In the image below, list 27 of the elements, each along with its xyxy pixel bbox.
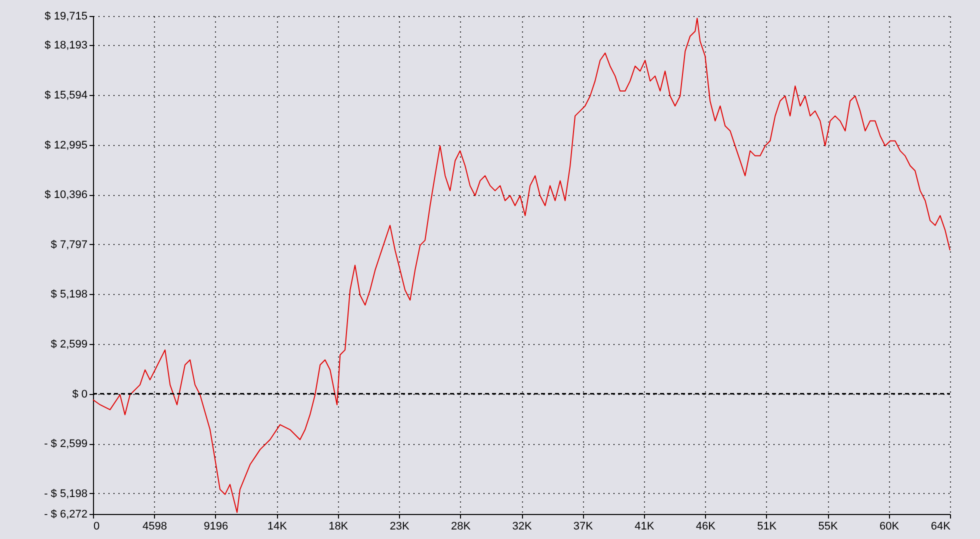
y-tick-label: $ 10,396 <box>44 189 88 202</box>
y-tick-label: $ 19,715 <box>44 10 88 22</box>
x-tick-label: 60K <box>879 520 900 532</box>
y-tick-label: - $ 5,198 <box>44 488 88 500</box>
y-tick-label: $ 15,594 <box>44 89 88 102</box>
y-tick-label: $ 5,198 <box>50 288 88 301</box>
x-tick-label: 32K <box>512 520 532 532</box>
x-tick-label: 4598 <box>142 520 167 532</box>
x-tick-label: 64K <box>930 520 952 532</box>
x-tick-label: 51K <box>757 520 778 532</box>
x-tick-label: 28K <box>450 520 472 532</box>
y-tick-label: - $ 6,272 <box>44 508 88 520</box>
y-tick-label: $ 7,797 <box>50 238 88 251</box>
y-tick-label: - $ 2,599 <box>44 438 88 450</box>
y-tick-label: $ 0 <box>72 388 88 400</box>
x-tick-label: 9196 <box>204 520 228 532</box>
x-tick-label: 41K <box>634 520 655 532</box>
x-tick-label: 37K <box>573 520 594 532</box>
x-tick-label: 18K <box>328 520 349 532</box>
y-tick-label: $ 2,599 <box>50 338 88 350</box>
y-tick-label: $ 18,193 <box>44 40 88 52</box>
x-tick-label: 0 <box>94 520 100 532</box>
x-tick-label: 23K <box>390 520 410 532</box>
x-tick-label: 14K <box>267 520 288 532</box>
y-tick-label: $ 12,995 <box>44 139 88 152</box>
x-tick-label: 55K <box>818 520 839 532</box>
x-tick-label: 46K <box>696 520 716 532</box>
